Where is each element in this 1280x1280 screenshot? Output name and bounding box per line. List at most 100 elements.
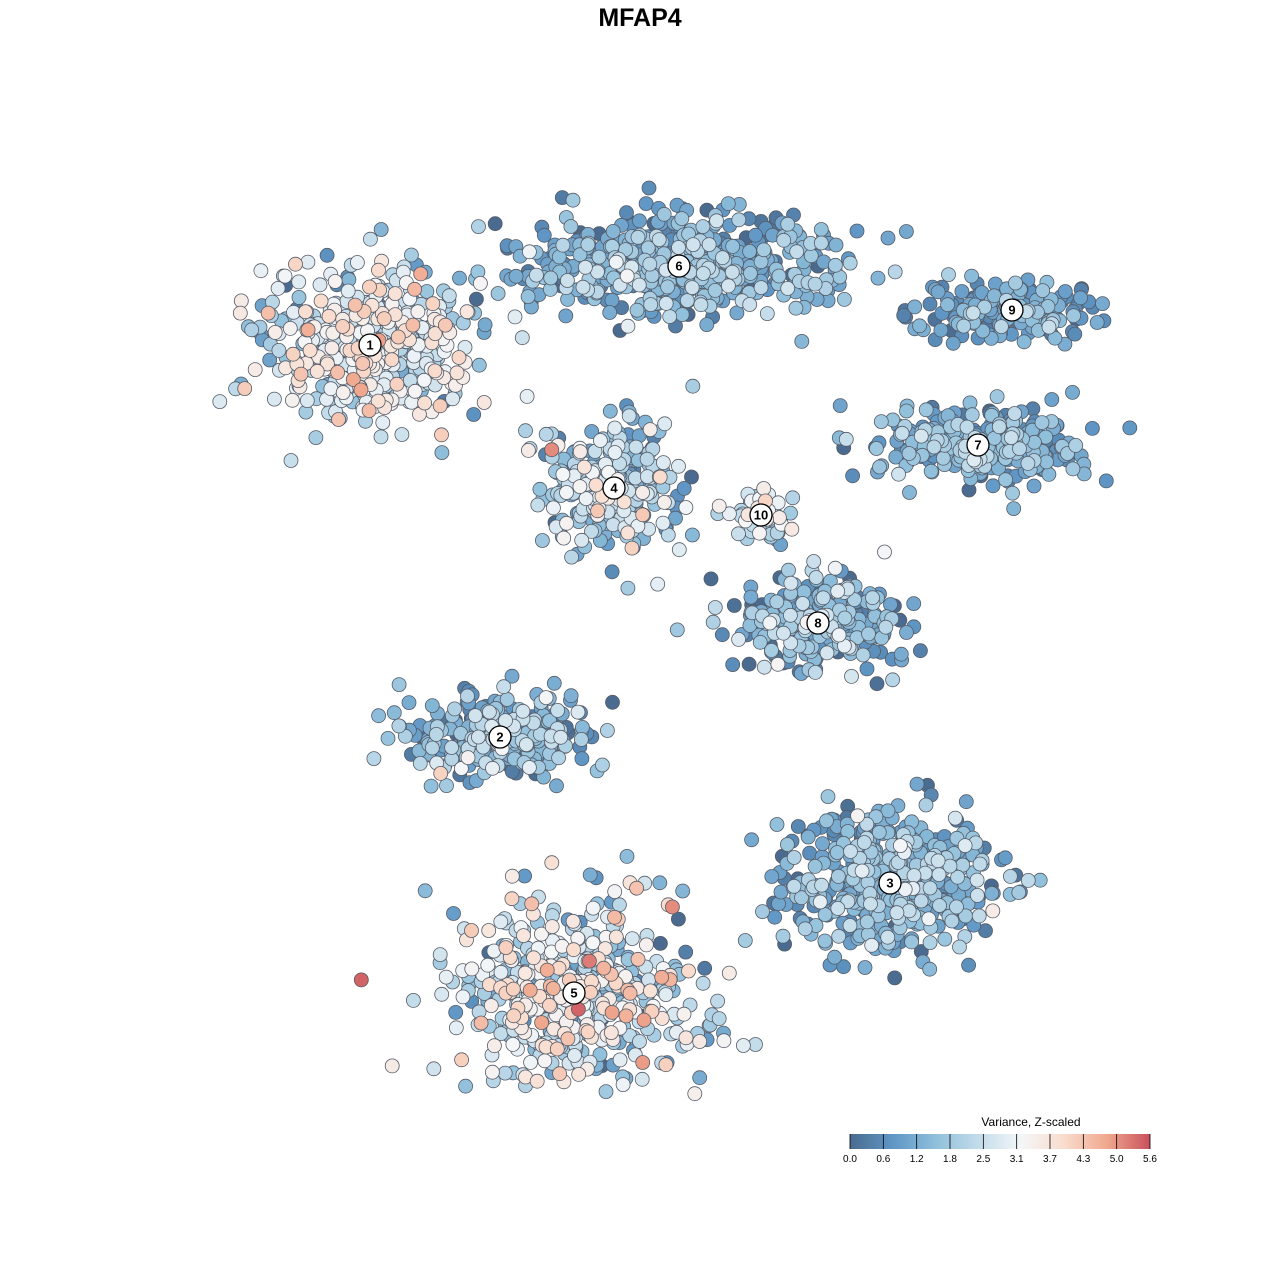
cell-point bbox=[558, 308, 574, 324]
cell-point bbox=[529, 1073, 545, 1089]
cell-point bbox=[837, 610, 853, 626]
cell-point bbox=[432, 398, 448, 414]
cell-point bbox=[458, 1078, 474, 1094]
cell-point bbox=[1026, 478, 1042, 494]
cell-point bbox=[529, 267, 544, 283]
cell-point bbox=[658, 295, 674, 311]
cluster-label-6: 6 bbox=[667, 254, 691, 278]
cell-point bbox=[685, 527, 700, 543]
cell-point bbox=[921, 911, 937, 927]
cell-point bbox=[635, 507, 651, 523]
cell-point bbox=[913, 643, 928, 659]
cell-point bbox=[643, 297, 659, 313]
cell-point bbox=[553, 729, 569, 745]
cell-point bbox=[964, 407, 980, 423]
cell-point bbox=[707, 282, 723, 298]
cell-point bbox=[721, 278, 736, 294]
cell-point bbox=[459, 304, 475, 320]
cell-point bbox=[855, 647, 871, 663]
cell-point bbox=[893, 646, 909, 662]
cell-point bbox=[813, 222, 829, 237]
cell-point bbox=[604, 1005, 620, 1020]
cell-point bbox=[505, 1037, 521, 1052]
cell-point bbox=[933, 322, 949, 338]
cell-point bbox=[863, 896, 878, 912]
cell-point bbox=[1039, 454, 1054, 470]
cell-point bbox=[954, 284, 970, 299]
cell-point bbox=[652, 469, 668, 485]
cell-point bbox=[433, 766, 449, 781]
cell-point bbox=[460, 688, 475, 704]
cluster-label-5: 5 bbox=[562, 981, 586, 1005]
legend-colorbar bbox=[850, 1134, 1150, 1149]
cell-point bbox=[957, 838, 973, 853]
cell-point bbox=[762, 615, 778, 631]
cell-point bbox=[842, 255, 858, 271]
cell-point bbox=[519, 737, 534, 752]
cell-point bbox=[904, 934, 919, 950]
cell-point bbox=[844, 669, 859, 684]
cell-point bbox=[716, 1033, 732, 1049]
cell-point bbox=[845, 468, 860, 484]
cell-point bbox=[1005, 485, 1020, 501]
cell-point bbox=[655, 515, 671, 531]
cell-point bbox=[552, 1066, 567, 1082]
cell-point bbox=[621, 408, 637, 424]
cell-point bbox=[1066, 308, 1081, 324]
cell-point bbox=[828, 237, 844, 253]
cell-point bbox=[448, 1005, 464, 1020]
cell-point bbox=[413, 266, 429, 282]
cell-point bbox=[632, 1034, 647, 1049]
cell-point bbox=[922, 961, 938, 977]
cell-point bbox=[859, 914, 875, 930]
cell-point bbox=[434, 427, 449, 443]
cell-point bbox=[298, 304, 313, 320]
cell-point bbox=[490, 286, 506, 301]
cell-point bbox=[775, 928, 791, 944]
cell-point bbox=[284, 392, 300, 408]
cell-point bbox=[635, 485, 650, 500]
cell-point bbox=[1041, 319, 1057, 335]
cell-point bbox=[574, 751, 590, 766]
cell-point bbox=[776, 625, 791, 641]
cell-point bbox=[518, 423, 533, 439]
cell-point bbox=[692, 1070, 708, 1086]
cell-point bbox=[642, 422, 658, 438]
cell-point bbox=[362, 231, 378, 247]
cell-point bbox=[817, 933, 833, 949]
cell-point bbox=[588, 477, 604, 493]
cell-point bbox=[212, 394, 228, 410]
cell-point bbox=[695, 266, 711, 281]
cell-point bbox=[780, 837, 795, 852]
cell-point bbox=[806, 554, 822, 569]
cell-point bbox=[574, 532, 590, 548]
cell-point bbox=[742, 297, 758, 312]
cell-point bbox=[447, 701, 463, 717]
cell-point bbox=[349, 255, 365, 270]
cell-point bbox=[308, 430, 324, 446]
cell-point bbox=[1008, 275, 1023, 291]
cell-point bbox=[1065, 461, 1081, 477]
cell-point bbox=[526, 950, 541, 966]
cell-point bbox=[424, 698, 440, 713]
cell-point bbox=[721, 965, 737, 981]
cell-point bbox=[945, 335, 961, 351]
cell-point bbox=[930, 284, 946, 300]
cell-point bbox=[636, 1012, 652, 1028]
cell-point bbox=[901, 446, 917, 461]
cell-point bbox=[899, 625, 914, 640]
cell-point bbox=[498, 940, 514, 955]
cell-point bbox=[391, 718, 407, 734]
cell-point bbox=[695, 219, 711, 235]
cell-point bbox=[803, 248, 819, 264]
cell-point bbox=[785, 490, 801, 506]
cell-point bbox=[630, 951, 646, 967]
cluster-label-text: 1 bbox=[366, 338, 373, 353]
cell-point bbox=[631, 277, 647, 293]
cell-point bbox=[515, 703, 531, 719]
cell-point bbox=[756, 481, 772, 496]
cell-point bbox=[653, 936, 668, 951]
cell-point bbox=[714, 627, 730, 643]
cell-point bbox=[837, 291, 852, 307]
cell-point bbox=[759, 306, 775, 322]
